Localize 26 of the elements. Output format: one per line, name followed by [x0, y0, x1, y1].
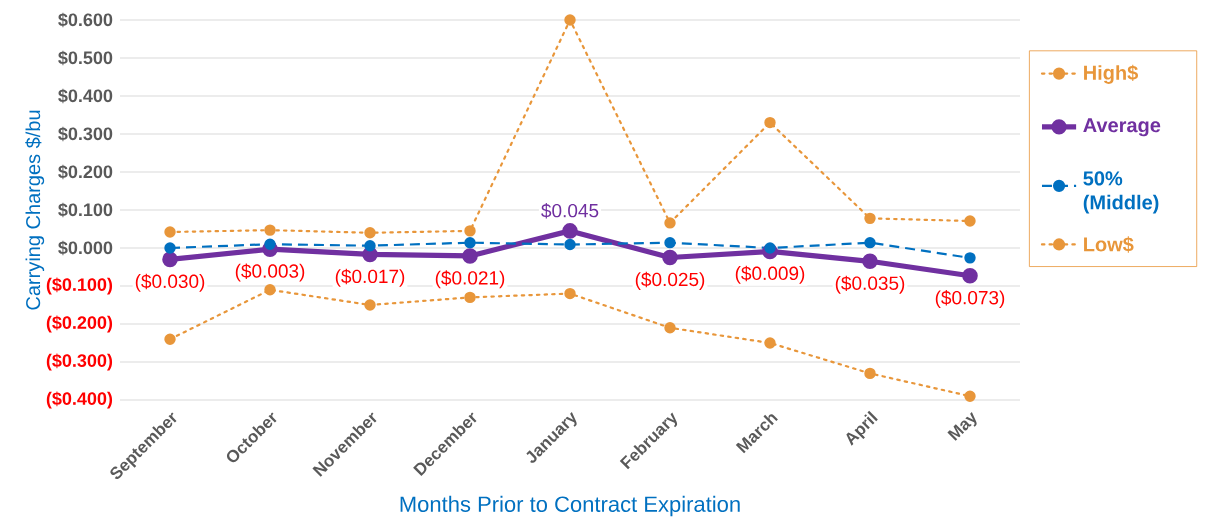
data-label: $0.045 — [541, 203, 599, 219]
data-label: ($0.017) — [335, 268, 405, 287]
x-axis-title: Months Prior to Contract Expiration — [400, 495, 740, 517]
y-tick-label: $0.300 — [58, 126, 113, 142]
data-label: ($0.073) — [935, 290, 1005, 309]
data-label: ($0.009) — [735, 265, 805, 284]
y-tick-label: $0.200 — [58, 164, 113, 180]
y-tick-label: $0.500 — [58, 50, 113, 66]
data-label: ($0.021) — [435, 270, 505, 289]
data-label: ($0.025) — [635, 271, 705, 290]
data-label: ($0.035) — [835, 275, 905, 294]
data-label: ($0.003) — [235, 263, 305, 282]
y-axis-title: Carrying Charges $/bu — [25, 110, 45, 310]
legend-label: High$ — [1084, 64, 1139, 84]
data-label: ($0.030) — [135, 273, 205, 292]
legend-label: Low$ — [1084, 236, 1134, 253]
y-tick-label: $0.000 — [58, 240, 113, 256]
y-tick-label: ($0.300) — [46, 353, 113, 371]
legend-label: Average — [1083, 118, 1161, 137]
legend-label: 50% (Middle) — [1083, 171, 1159, 214]
y-tick-label: ($0.400) — [46, 391, 113, 409]
y-tick-label: $0.400 — [58, 88, 113, 104]
y-tick-label: ($0.200) — [46, 315, 113, 333]
y-tick-label: ($0.100) — [46, 277, 113, 295]
y-tick-label: $0.600 — [58, 12, 113, 28]
y-tick-label: $0.100 — [58, 202, 113, 218]
